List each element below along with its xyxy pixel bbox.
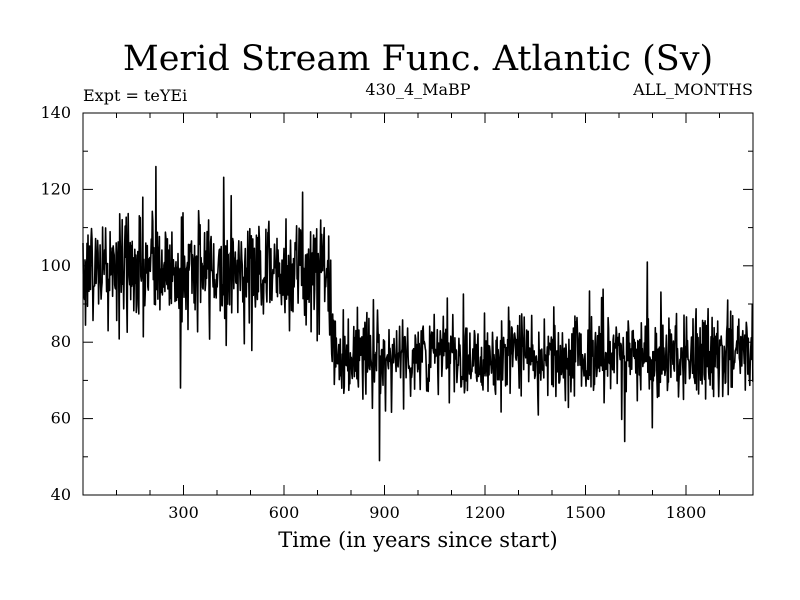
plot-frame (82, 112, 754, 496)
chart-title: Merid Stream Func. Atlantic (Sv) (123, 39, 713, 79)
y-tick-label: 120 (40, 179, 71, 198)
x-tick-label: 300 (168, 503, 199, 522)
x-tick-label: 1500 (565, 503, 606, 522)
y-tick-label: 60 (51, 409, 71, 428)
x-tick-label: 1200 (465, 503, 506, 522)
x-tick-label: 1800 (666, 503, 707, 522)
subtitle-experiment: Expt = teYEi (83, 86, 187, 105)
y-tick-label: 100 (40, 256, 71, 275)
y-tick-label: 40 (51, 485, 71, 504)
y-tick-label: 140 (40, 103, 71, 122)
data-series (82, 165, 754, 462)
x-axis-label: Time (in years since start) (278, 528, 557, 552)
series-line (82, 165, 754, 462)
axis-ticks: 300 600 900 1200 1500 1800 40 60 80 100 120 140 (40, 103, 753, 522)
x-tick-label: 600 (269, 503, 300, 522)
subtitle-months: ALL_MONTHS (632, 80, 753, 99)
y-tick-label: 80 (51, 332, 71, 351)
x-tick-label: 900 (369, 503, 400, 522)
subtitle-run: 430_4_MaBP (365, 80, 470, 99)
